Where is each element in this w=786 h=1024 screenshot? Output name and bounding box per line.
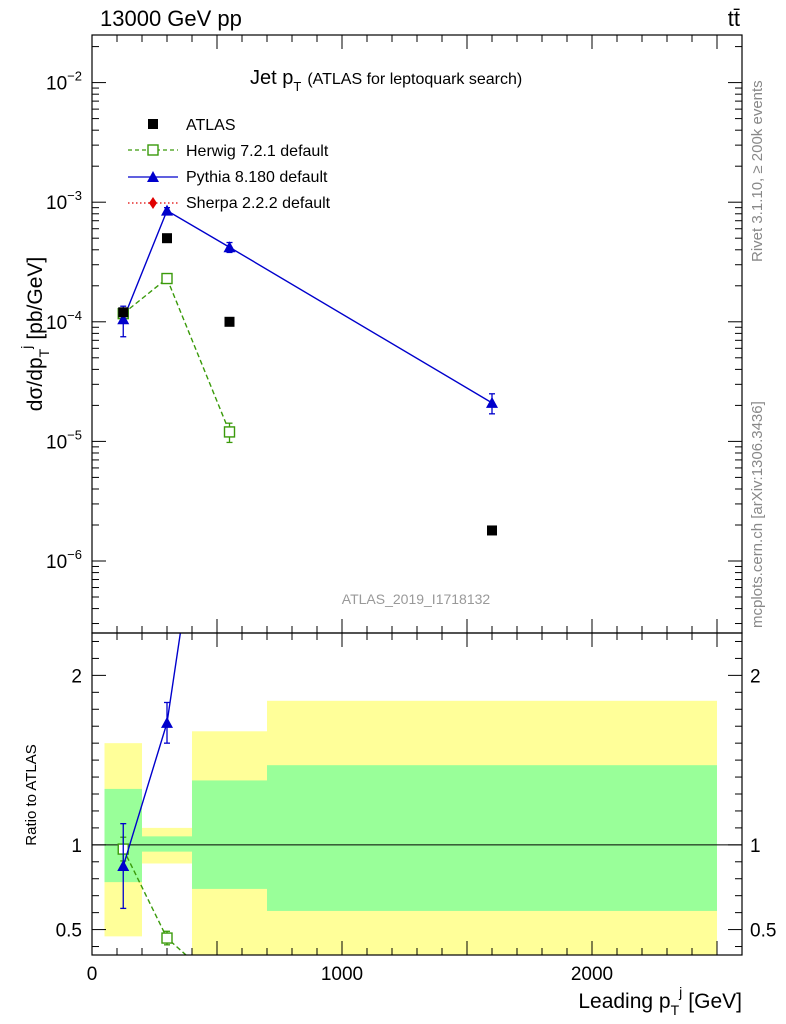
main-ytick-label-exp: −5 [67,427,82,442]
ratio-herwig-point [161,932,173,944]
atlas-point [118,307,129,318]
main-ytick-label: 10−3 [46,188,82,214]
main-title-sub: T [293,79,301,94]
main-panel: 10−210−310−410−510−6 Jet pT (ATLAS for le… [18,34,743,634]
ratio-ytick-label-right: 1 [750,836,761,857]
ratio-xlabel-unit: [GeV] [688,990,742,1013]
pythia-point [161,204,173,216]
main-ytick-label: 10−6 [46,547,82,573]
ratio-pythia-line [122,633,182,867]
main-ytick-label-base: 10 [46,313,67,334]
main-ytick-label-base: 10 [46,552,67,573]
main-ytick-label: 10−5 [46,427,82,453]
rivet-label: Rivet 3.1.10, ≥ 200k events [749,80,766,262]
legend-sherpa-label: Sherpa 2.2.2 default [186,195,331,212]
ratio-axis-ticks: 0.5 0.5 1 1 2 2 0 1000 2000 [56,633,776,985]
herwig-line [122,277,231,433]
main-ytick-label-exp: −3 [67,188,82,203]
legend-pythia-marker [147,171,159,182]
main-ylabel-sub: T [36,348,52,357]
process-label: tt̄ [728,6,740,31]
main-ytick-label-base: 10 [46,74,67,95]
ratio-panel: 0.5 0.5 1 1 2 2 0 1000 2000 Ratio to ATLAS Leadi… [23,297,776,1018]
main-axis-ticks: 10−210−310−410−510−6 [46,35,742,633]
pythia-point [486,396,498,408]
legend-item-pythia: Pythia 8.180 default [128,169,328,186]
ratio-frame [91,632,743,956]
legend-herwig-marker [147,144,159,156]
legend-item-herwig: Herwig 7.2.1 default [128,143,329,160]
legend-item-atlas: ATLAS [148,117,236,134]
ratio-xlabel-sup: j [678,984,682,1000]
main-title: Jet pT (ATLAS for leptoquark search) [250,67,522,94]
legend-atlas-label: ATLAS [186,117,236,134]
main-ytick-label: 10−2 [46,69,82,95]
atlas-point [487,525,497,536]
legend-item-sherpa: Sherpa 2.2.2 default [128,195,331,212]
ratio-ytick-label-left: 0.5 [56,921,82,942]
main-ylabel-main: dσ/dp [24,357,47,411]
atlas-point [224,316,235,327]
main-ytick-label-exp: −6 [67,547,82,562]
main-ytick-label-base: 10 [46,432,67,453]
ratio-ytick-label-left: 1 [71,836,82,857]
ratio-ytick-label-right: 2 [750,666,761,687]
pythia-point [223,241,236,253]
pythia-point [117,313,130,325]
main-ytick-label-exp: −4 [67,308,82,323]
ratio-pythia-point [224,297,236,308]
main-ytick-label: 10−4 [46,308,82,334]
ratio-pythia-point [161,716,173,728]
ratio-xlabel-sub: T [671,1002,680,1018]
ratio-band-inner [267,765,717,911]
ratio-ylabel: Ratio to ATLAS [23,744,40,845]
main-ylabel: dσ/dpTj [pb/GeV] [18,257,52,411]
main-ylabel-sup: j [18,346,34,350]
ratio-xlabel-main: Leading p [578,990,670,1013]
ratio-xtick-label: 0 [87,964,98,985]
atlas-point [162,233,172,244]
energy-label: 13000 GeV pp [100,6,242,31]
legend: ATLAS Herwig 7.2.1 default Pythia 8.180 … [128,117,331,212]
legend-sherpa-marker [149,197,157,209]
main-title-rest: (ATLAS for leptoquark search) [307,71,522,88]
herwig-point [223,426,236,438]
herwig-point [161,272,173,285]
analysis-watermark: ATLAS_2019_I1718132 [342,591,491,607]
ratio-xtick-label: 1000 [321,964,363,985]
ratio-ytick-label-left: 2 [71,666,82,687]
legend-herwig-label: Herwig 7.2.1 default [186,143,329,160]
main-title-main: Jet p [250,67,293,89]
main-ytick-label-exp: −2 [67,69,82,84]
ratio-ytick-label-right: 0.5 [750,921,776,942]
mcplots-label: mcplots.cern.ch [arXiv:1306.3436] [749,401,766,628]
legend-pythia-label: Pythia 8.180 default [186,169,328,186]
ratio-xlabel: Leading pTj [GeV] [578,984,742,1018]
main-plot-area [117,204,498,536]
ratio-herwig-point [225,989,235,999]
ratio-band-inner [192,780,267,889]
main-ytick-label-base: 10 [46,193,67,214]
ratio-plot-area [117,297,236,999]
ratio-xtick-label: 2000 [571,964,613,985]
ratio-band-inner [142,836,192,852]
pythia-line [122,209,493,404]
main-ylabel-unit: [pb/GeV] [24,257,47,340]
ratio-pythia-point [117,860,130,872]
legend-atlas-marker [148,119,158,129]
ratio-uncertainty-bands [104,700,717,955]
